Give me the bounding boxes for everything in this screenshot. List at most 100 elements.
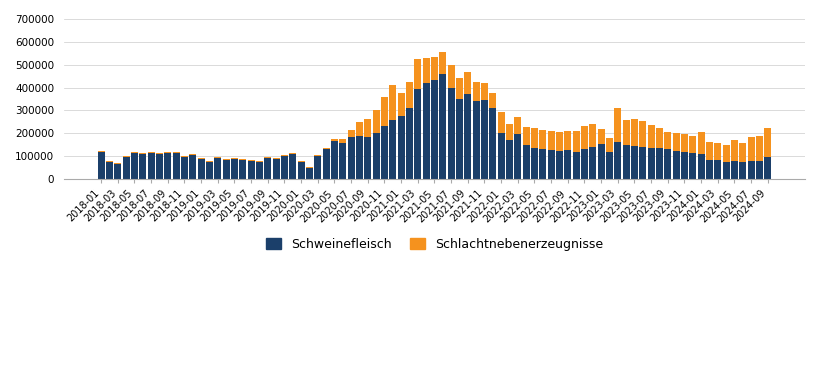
Bar bbox=[247, 160, 255, 161]
Bar bbox=[505, 124, 513, 140]
Bar bbox=[122, 158, 129, 179]
Bar bbox=[655, 127, 663, 148]
Bar bbox=[106, 161, 113, 162]
Bar bbox=[439, 74, 446, 179]
Bar bbox=[489, 108, 495, 179]
Bar bbox=[505, 140, 513, 179]
Bar bbox=[281, 156, 287, 179]
Bar bbox=[522, 145, 529, 179]
Bar bbox=[231, 158, 238, 159]
Bar bbox=[430, 80, 437, 179]
Bar bbox=[672, 150, 679, 179]
Bar bbox=[705, 160, 712, 179]
Bar bbox=[472, 82, 479, 102]
Bar bbox=[472, 102, 479, 179]
Bar bbox=[422, 58, 429, 83]
Bar bbox=[355, 136, 363, 179]
Bar bbox=[738, 143, 745, 162]
Bar bbox=[389, 120, 396, 179]
Bar bbox=[147, 153, 155, 179]
Bar bbox=[172, 153, 179, 179]
Bar bbox=[522, 127, 529, 145]
Bar bbox=[97, 152, 105, 179]
Bar bbox=[497, 133, 504, 179]
Bar bbox=[147, 152, 155, 153]
Bar bbox=[106, 162, 113, 179]
Bar bbox=[497, 112, 504, 133]
Bar bbox=[580, 149, 587, 179]
Bar bbox=[405, 108, 413, 179]
Bar bbox=[322, 147, 329, 149]
Bar bbox=[722, 145, 729, 162]
Bar bbox=[489, 93, 495, 108]
Bar bbox=[514, 134, 521, 179]
Bar bbox=[655, 148, 663, 179]
Bar bbox=[447, 88, 454, 179]
Bar bbox=[647, 147, 654, 179]
Bar bbox=[639, 147, 645, 179]
Bar bbox=[555, 132, 563, 151]
Bar bbox=[613, 142, 621, 179]
Bar bbox=[455, 79, 463, 99]
Bar bbox=[305, 168, 313, 179]
Bar bbox=[622, 120, 629, 145]
Bar bbox=[339, 139, 346, 143]
Bar bbox=[189, 155, 196, 179]
Bar bbox=[289, 154, 296, 179]
Bar bbox=[547, 150, 554, 179]
Bar bbox=[763, 158, 771, 179]
Bar bbox=[422, 83, 429, 179]
Bar bbox=[464, 94, 471, 179]
Bar bbox=[197, 159, 205, 179]
Bar bbox=[572, 152, 579, 179]
Bar bbox=[272, 159, 279, 179]
Bar bbox=[563, 150, 571, 179]
Bar bbox=[197, 158, 205, 159]
Bar bbox=[131, 152, 138, 153]
Bar bbox=[239, 159, 246, 160]
Bar bbox=[455, 99, 463, 179]
Bar bbox=[613, 108, 621, 142]
Bar bbox=[738, 162, 745, 179]
Bar bbox=[597, 144, 604, 179]
Bar bbox=[672, 133, 679, 150]
Bar bbox=[314, 155, 321, 156]
Bar bbox=[355, 122, 363, 136]
Bar bbox=[605, 152, 613, 179]
Bar bbox=[297, 162, 304, 179]
Bar bbox=[206, 161, 213, 162]
Bar bbox=[314, 156, 321, 179]
Bar bbox=[281, 155, 287, 156]
Bar bbox=[172, 152, 179, 153]
Bar bbox=[114, 164, 121, 179]
Bar bbox=[256, 161, 263, 162]
Bar bbox=[347, 130, 354, 137]
Bar bbox=[256, 162, 263, 179]
Bar bbox=[331, 139, 337, 141]
Bar bbox=[597, 129, 604, 144]
Bar bbox=[389, 85, 396, 120]
Bar bbox=[214, 157, 221, 158]
Bar bbox=[189, 154, 196, 155]
Bar bbox=[222, 159, 229, 160]
Bar bbox=[755, 161, 762, 179]
Bar bbox=[206, 162, 213, 179]
Bar bbox=[156, 154, 163, 179]
Bar bbox=[547, 131, 554, 150]
Bar bbox=[414, 59, 421, 89]
Bar bbox=[305, 167, 313, 168]
Bar bbox=[480, 100, 487, 179]
Bar bbox=[181, 156, 188, 157]
Bar bbox=[181, 157, 188, 179]
Bar bbox=[689, 153, 695, 179]
Bar bbox=[697, 155, 704, 179]
Bar bbox=[114, 163, 121, 164]
Bar bbox=[214, 158, 221, 179]
Bar bbox=[589, 147, 595, 179]
Bar bbox=[589, 124, 595, 147]
Bar bbox=[689, 136, 695, 153]
Bar bbox=[480, 83, 487, 100]
Bar bbox=[289, 153, 296, 154]
Bar bbox=[364, 119, 371, 138]
Bar bbox=[439, 52, 446, 74]
